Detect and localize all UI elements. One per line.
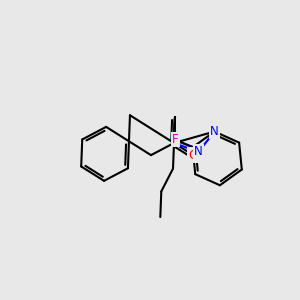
Text: N: N: [210, 125, 219, 138]
Text: N: N: [194, 146, 203, 158]
Text: O: O: [188, 149, 198, 162]
Text: F: F: [172, 133, 179, 146]
